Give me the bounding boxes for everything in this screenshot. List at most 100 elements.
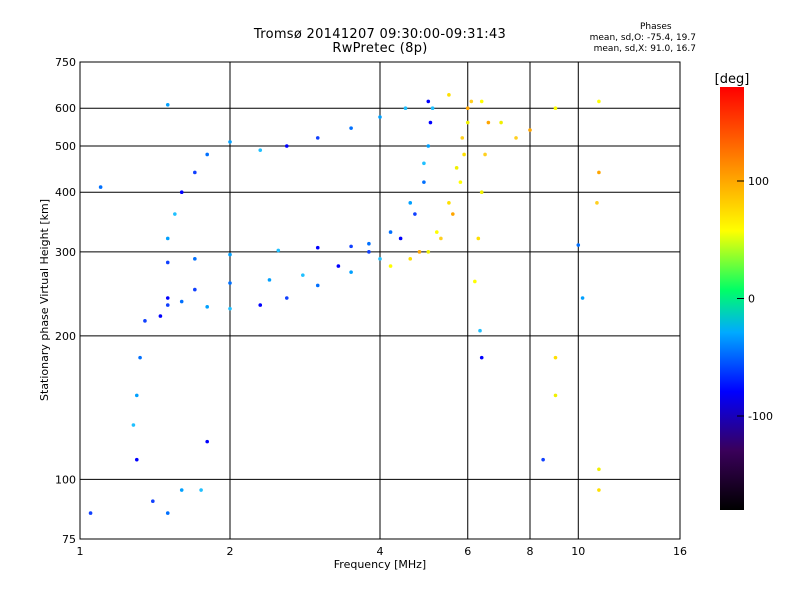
data-point-o xyxy=(349,126,353,130)
data-point-o xyxy=(388,230,393,234)
data-point-x xyxy=(479,190,484,195)
data-point-o xyxy=(151,499,155,504)
y-tick-label: 75 xyxy=(62,533,76,546)
plot-frame xyxy=(79,61,681,540)
data-point-x xyxy=(439,236,443,241)
data-point-x xyxy=(458,180,463,184)
data-point-o xyxy=(158,314,163,318)
x-tick-label: 16 xyxy=(673,545,687,558)
data-point-o xyxy=(426,99,431,104)
data-point-o xyxy=(426,144,431,148)
data-point-x xyxy=(434,230,439,234)
data-point-o xyxy=(378,115,382,119)
data-point-o xyxy=(165,236,170,241)
data-point-x xyxy=(479,99,484,104)
data-point-o xyxy=(143,319,147,323)
y-tick-label: 500 xyxy=(55,140,76,153)
colorbar-tick-label: 100 xyxy=(748,175,769,188)
y-tick-label: 750 xyxy=(55,56,76,69)
data-point-x xyxy=(486,120,491,125)
data-point-o xyxy=(179,299,184,304)
data-point-o xyxy=(165,260,170,265)
data-point-x xyxy=(451,212,455,216)
data-point-x xyxy=(447,201,451,205)
data-point-x xyxy=(499,120,503,125)
data-point-x xyxy=(462,152,466,157)
data-point-x xyxy=(597,467,601,472)
data-point-o xyxy=(367,250,371,254)
data-point-o xyxy=(479,355,484,360)
data-point-o xyxy=(205,305,209,309)
data-point-o xyxy=(199,488,203,492)
y-tick-label: 300 xyxy=(55,246,76,259)
data-point-o xyxy=(284,144,289,148)
data-point-o xyxy=(336,264,341,268)
data-point-o xyxy=(88,511,93,515)
y-axis-ticks: 75 100 200 300 400 500 600 750 xyxy=(55,56,76,546)
data-point-x xyxy=(597,99,601,104)
data-point-o xyxy=(284,296,289,300)
data-points xyxy=(88,93,601,515)
data-point-o xyxy=(131,423,136,427)
y-tick-label: 600 xyxy=(55,102,76,115)
data-point-o xyxy=(378,257,382,261)
data-point-o xyxy=(408,201,413,205)
data-point-o xyxy=(134,393,139,398)
data-point-o xyxy=(165,303,170,307)
data-point-o xyxy=(580,296,585,300)
data-point-o xyxy=(428,120,433,125)
x-tick-label: 6 xyxy=(464,545,471,558)
data-point-o xyxy=(173,212,177,216)
phase-stats-o: mean, sd,O: -75.4, 19.7 xyxy=(589,33,696,43)
data-point-o xyxy=(422,161,426,166)
data-point-x xyxy=(553,393,558,398)
data-point-o xyxy=(138,355,142,360)
y-tick-label: 400 xyxy=(55,186,76,199)
data-point-o xyxy=(228,140,232,144)
x-tick-label: 10 xyxy=(571,545,585,558)
x-tick-label: 4 xyxy=(377,545,384,558)
phase-stats-title: Phases xyxy=(640,22,672,32)
data-point-o xyxy=(413,212,417,216)
data-point-o xyxy=(98,185,103,189)
data-point-o xyxy=(179,488,184,492)
colorbar-tick-label: -100 xyxy=(748,410,773,423)
data-point-o xyxy=(349,270,353,274)
y-axis-label: Stationary phase Virtual Height [km] xyxy=(38,199,51,401)
data-point-o xyxy=(193,170,197,175)
data-point-x xyxy=(597,170,601,175)
data-point-o xyxy=(430,106,435,111)
data-point-o xyxy=(165,511,170,515)
grid-lines xyxy=(80,62,680,539)
data-point-o xyxy=(134,457,139,462)
data-point-o xyxy=(267,278,272,282)
x-axis-ticks: 1 2 4 6 8 10 16 xyxy=(77,545,688,558)
x-tick-label: 1 xyxy=(77,545,84,558)
data-point-x xyxy=(473,279,477,284)
data-point-x xyxy=(528,128,532,132)
data-point-o xyxy=(478,328,482,333)
data-point-o xyxy=(193,257,197,261)
phase-stats-x: mean, sd,X: 91.0, 16.7 xyxy=(593,44,696,54)
data-point-o xyxy=(205,439,209,444)
data-point-o xyxy=(349,244,353,249)
data-point-x xyxy=(595,201,599,205)
data-point-o xyxy=(367,241,371,246)
data-point-o xyxy=(301,273,305,277)
data-point-x xyxy=(460,136,465,140)
data-point-x xyxy=(469,99,474,104)
colorbar-tick-label: 0 xyxy=(748,293,755,306)
data-point-o xyxy=(228,252,232,257)
data-point-x xyxy=(417,250,422,254)
data-point-x xyxy=(553,106,558,111)
x-tick-label: 8 xyxy=(527,545,534,558)
data-point-o xyxy=(228,306,232,311)
x-tick-label: 2 xyxy=(227,545,234,558)
data-point-x xyxy=(597,488,601,492)
data-point-o xyxy=(193,287,197,292)
data-point-o xyxy=(165,103,170,107)
data-point-x xyxy=(476,236,481,241)
data-point-o xyxy=(258,303,263,307)
data-point-x xyxy=(465,120,470,125)
chart-title: Tromsø 20141207 09:30:00-09:31:43 xyxy=(253,27,507,42)
